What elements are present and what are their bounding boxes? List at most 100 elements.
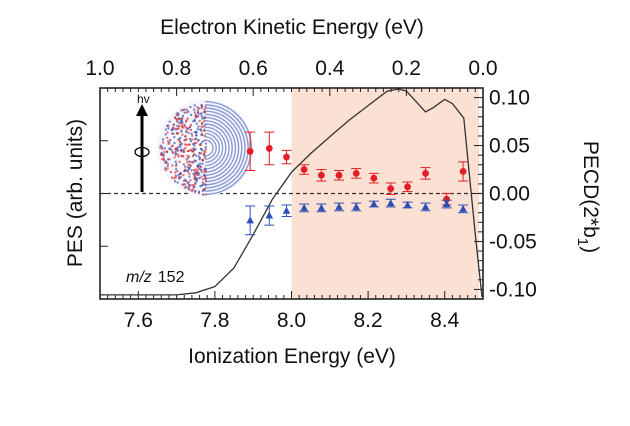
data-point — [282, 206, 291, 214]
data-point — [404, 183, 411, 191]
image-pixel — [179, 145, 182, 148]
image-pixel — [161, 153, 164, 156]
image-pixel — [187, 131, 190, 134]
data-point — [265, 145, 273, 152]
image-pixel — [197, 163, 200, 166]
image-pixel — [182, 126, 185, 129]
image-pixel — [198, 167, 201, 170]
image-pixel — [194, 189, 197, 192]
image-pixel — [175, 164, 178, 167]
image-pixel — [176, 170, 179, 173]
image-pixel — [166, 165, 169, 168]
image-pixel — [203, 167, 206, 170]
data-point — [246, 147, 254, 155]
right-tick-label: 0.00 — [489, 183, 530, 206]
image-pixel — [203, 124, 206, 127]
image-pixel — [163, 158, 166, 161]
image-pixel — [172, 152, 175, 155]
image-pixel — [184, 147, 187, 150]
left-axis-title: PES (arb. units) — [64, 119, 87, 267]
image-pixel — [181, 117, 184, 120]
image-pixel — [199, 142, 202, 145]
image-pixel — [170, 145, 173, 148]
image-pixel — [178, 121, 181, 124]
image-pixel — [188, 143, 191, 146]
image-pixel — [181, 133, 184, 136]
image-pixel — [181, 109, 184, 112]
data-point — [459, 168, 467, 175]
image-pixel — [186, 117, 189, 120]
image-pixel — [177, 146, 180, 149]
image-pixel — [189, 164, 192, 167]
image-pixel — [192, 120, 195, 123]
image-pixel — [195, 134, 198, 137]
image-pixel — [186, 166, 189, 169]
image-pixel — [186, 169, 189, 172]
image-pixel — [198, 192, 201, 195]
image-pixel — [184, 183, 187, 186]
tick-labels: 7.6 7.8 8.0 8.2 8.4 1.0 0.8 0.6 0.4 0.2 0.0 0.10 0.0… — [85, 57, 536, 332]
image-pixel — [186, 149, 189, 152]
pes-series-line — [100, 88, 483, 298]
image-pixel — [168, 158, 171, 161]
data-point — [370, 200, 378, 208]
image-pixel — [185, 158, 188, 161]
image-pixel — [189, 179, 192, 182]
image-pixel — [183, 186, 186, 189]
bottom-tick-label: 8.2 — [353, 309, 382, 332]
top-tick-label: 0.2 — [392, 57, 421, 80]
image-pixel — [193, 185, 196, 188]
image-pixel — [165, 160, 168, 163]
data-point — [246, 216, 254, 224]
image-pixel — [180, 150, 183, 153]
image-pixel — [174, 180, 177, 183]
image-pixel — [183, 108, 186, 111]
image-pixel — [185, 111, 188, 114]
image-pixel — [179, 141, 182, 144]
data-point — [443, 195, 451, 203]
image-pixel — [191, 138, 194, 141]
image-pixel — [174, 174, 177, 177]
right-axis-title-main: PECD(2*b — [579, 141, 602, 238]
image-pixel — [203, 120, 206, 123]
image-pixel — [203, 129, 206, 132]
image-pixel — [200, 148, 203, 151]
image-pixel — [192, 186, 195, 189]
image-pixel — [195, 168, 198, 171]
image-pixel — [178, 160, 181, 163]
image-pixel — [188, 155, 191, 158]
image-pixel — [200, 115, 203, 118]
image-pixel — [179, 136, 182, 139]
image-pixel — [173, 141, 176, 144]
bottom-tick-label: 7.6 — [124, 309, 153, 332]
image-pixel — [201, 140, 204, 143]
image-pixel — [204, 146, 207, 149]
image-pixel — [201, 181, 204, 184]
image-pixel — [163, 147, 166, 150]
image-pixel — [160, 152, 163, 155]
image-pixel — [197, 155, 200, 158]
image-pixel — [192, 184, 195, 187]
image-pixel — [180, 142, 183, 145]
image-pixel — [173, 136, 176, 139]
image-pixel — [184, 169, 187, 172]
data-point — [442, 200, 451, 208]
image-pixel — [185, 143, 188, 146]
image-pixel — [195, 137, 198, 140]
image-pixel — [184, 120, 187, 123]
image-pixel — [201, 183, 204, 186]
image-pixel — [204, 180, 207, 183]
image-pixel — [176, 148, 179, 151]
image-pixel — [203, 139, 206, 142]
image-pixel — [187, 168, 190, 171]
image-ring — [204, 107, 246, 189]
image-ring — [204, 100, 253, 196]
image-pixel — [182, 150, 185, 153]
image-pixel — [172, 132, 175, 135]
image-pixel — [177, 153, 180, 156]
image-pixel — [182, 114, 185, 117]
top-tick-label: 0.4 — [315, 57, 345, 80]
plot-frame — [99, 87, 484, 300]
image-pixel — [184, 143, 187, 146]
